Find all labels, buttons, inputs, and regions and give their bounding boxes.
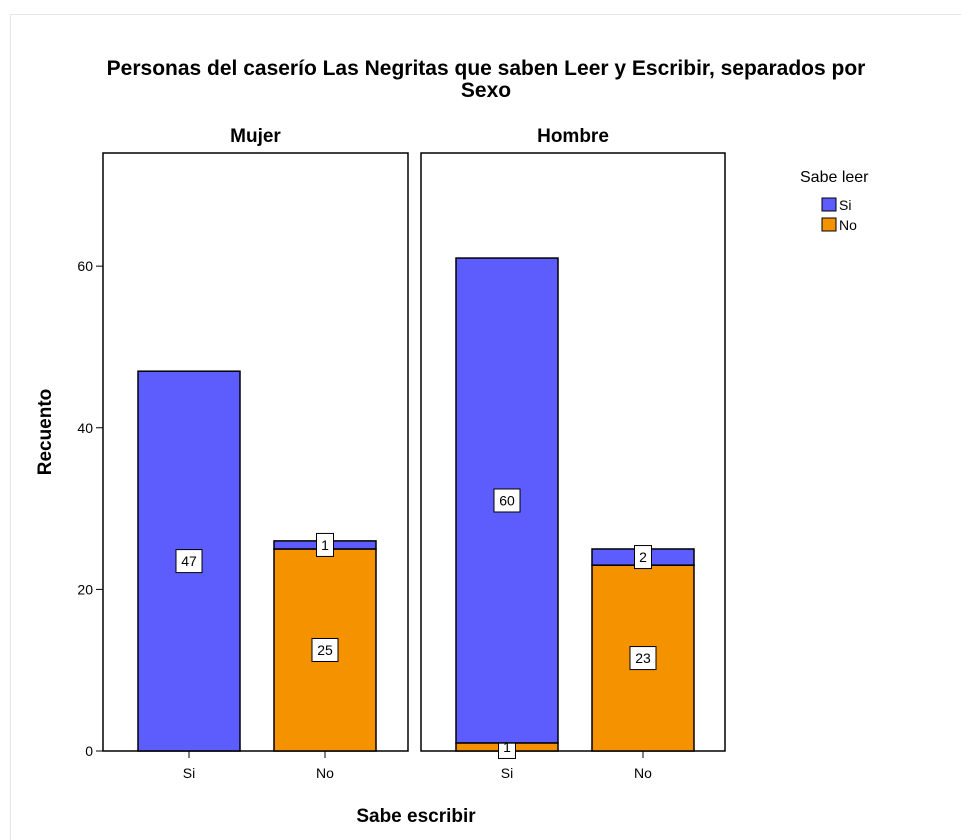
data-label: 23 [635, 650, 651, 666]
data-label-box [493, 488, 521, 513]
y-axis-title: Recuento [35, 389, 56, 476]
panel-hombre: Hombre Si 1 60 No 23 2 [420, 126, 726, 781]
data-label: 1 [503, 739, 511, 755]
data-label: 1 [321, 537, 329, 553]
legend-label-si: Si [839, 197, 851, 213]
data-label: 47 [181, 553, 197, 569]
legend-label-no: No [839, 217, 857, 233]
chart-title-line-1: Personas del caserío Las Negritas que sa… [107, 57, 866, 80]
chart-title-line-2: Sexo [461, 79, 511, 102]
x-tick-label: Si [183, 765, 195, 781]
y-tick-label: 0 [85, 743, 93, 759]
data-label-box [629, 646, 657, 671]
legend-swatch-si [821, 197, 837, 212]
chart-panels: Mujer Si 47 No 25 1 Hombre Si 1 60 No 23 2 [102, 126, 726, 781]
data-label-box [311, 637, 339, 662]
panel-mujer: Mujer Si 47 No 25 1 [102, 126, 409, 781]
y-axis: 0 20 40 60 [77, 258, 103, 759]
x-axis-title: Sabe escribir [356, 806, 476, 827]
data-label-box [316, 532, 334, 557]
y-tick-label: 20 [77, 581, 93, 597]
legend-swatch-no [821, 217, 837, 232]
panel-title: Mujer [230, 126, 281, 147]
x-tick-label: Si [501, 765, 513, 781]
panel-title: Hombre [537, 126, 609, 147]
data-label-box [175, 549, 203, 574]
y-tick-label: 60 [77, 258, 93, 274]
x-tick-label: No [634, 765, 652, 781]
data-label: 2 [639, 549, 647, 565]
legend-title: Sabe leer [800, 169, 869, 186]
data-label-box [634, 545, 652, 570]
legend: Sabe leer Si No [800, 169, 869, 233]
data-label: 60 [499, 492, 515, 508]
data-label: 25 [317, 642, 333, 658]
y-tick-label: 40 [77, 420, 93, 436]
x-tick-label: No [316, 765, 334, 781]
